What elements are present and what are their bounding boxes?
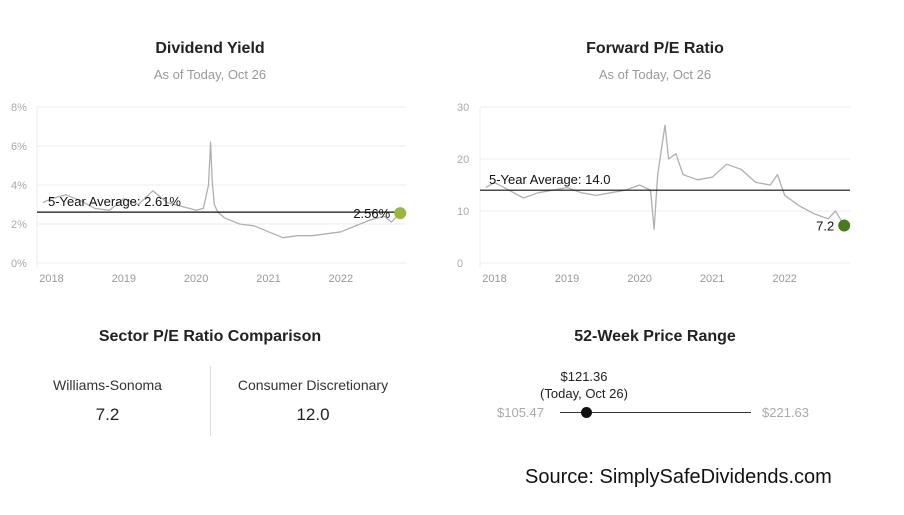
x-tick-label: 2020 bbox=[627, 273, 651, 285]
sector-divider bbox=[210, 366, 211, 436]
dividend-yield-subtitle: As of Today, Oct 26 bbox=[153, 67, 267, 82]
x-tick-label: 2019 bbox=[112, 273, 136, 285]
dividend-yield-title: Dividend Yield bbox=[155, 40, 265, 57]
y-tick-label: 20 bbox=[457, 154, 469, 166]
x-tick-label: 2019 bbox=[555, 273, 579, 285]
company-name: Williams-Sonoma bbox=[53, 377, 162, 393]
sector-pe-value: 12.0 bbox=[296, 405, 330, 424]
series-line-0 bbox=[42, 141, 401, 239]
price-range-high: $221.63 bbox=[762, 405, 809, 420]
x-tick-label: 2020 bbox=[184, 273, 208, 285]
forward-pe-chart: 0 10 20 30 2018 2019 2020 2021 2022 5-Year Averag… bbox=[457, 102, 851, 285]
source-credit: Source: SimplySafeDividends.com bbox=[525, 466, 832, 488]
y-tick-label: 10 bbox=[457, 206, 469, 218]
average-label: 5-Year Average: 14.0 bbox=[489, 172, 610, 187]
y-tick-label: 30 bbox=[457, 102, 469, 114]
sector-pe-title: Sector P/E Ratio Comparison bbox=[98, 328, 322, 345]
current-price-date: (Today, Oct 26) bbox=[540, 386, 628, 401]
forward-pe-panel: Forward P/E Ratio As of Today, Oct 26 0 1… bbox=[450, 0, 904, 300]
current-value-dot bbox=[394, 207, 407, 220]
price-range-title: 52-Week Price Range bbox=[574, 328, 736, 345]
average-label: 5-Year Average: 2.61% bbox=[48, 194, 181, 209]
y-tick-label: 8% bbox=[11, 102, 27, 114]
current-value-label: 2.56% bbox=[353, 206, 390, 221]
current-value-label: 7.2 bbox=[816, 219, 834, 234]
x-tick-label: 2018 bbox=[482, 273, 506, 285]
current-price: $121.36 bbox=[560, 369, 608, 384]
y-tick-label: 0% bbox=[11, 258, 27, 270]
current-price-marker bbox=[580, 407, 592, 418]
y-tick-label: 6% bbox=[11, 141, 27, 153]
x-tick-label: 2022 bbox=[772, 273, 796, 285]
x-tick-label: 2021 bbox=[256, 273, 280, 285]
x-tick-label: 2022 bbox=[329, 273, 353, 285]
company-pe-value: 7.2 bbox=[95, 405, 120, 424]
sector-name: Consumer Discretionary bbox=[237, 377, 389, 393]
current-price-label: $121.36 (Today, Oct 26) bbox=[520, 368, 648, 402]
price-range-track bbox=[560, 412, 751, 413]
x-tick-label: 2021 bbox=[700, 273, 724, 285]
price-range-low: $105.47 bbox=[497, 405, 544, 420]
y-tick-label: 0 bbox=[457, 258, 463, 270]
dividend-yield-chart: 0% 2% 4% 6% 8% 2018 2019 2020 2021 2022 5-Year Ave… bbox=[11, 102, 407, 285]
y-tick-label: 2% bbox=[11, 219, 27, 231]
forward-pe-subtitle: As of Today, Oct 26 bbox=[598, 67, 712, 82]
current-value-dot bbox=[838, 219, 851, 232]
dividend-yield-panel: Dividend Yield As of Today, Oct 26 0% 2% 4… bbox=[0, 0, 420, 300]
forward-pe-title: Forward P/E Ratio bbox=[586, 40, 724, 57]
x-tick-label: 2018 bbox=[39, 273, 63, 285]
y-tick-label: 4% bbox=[11, 180, 27, 192]
